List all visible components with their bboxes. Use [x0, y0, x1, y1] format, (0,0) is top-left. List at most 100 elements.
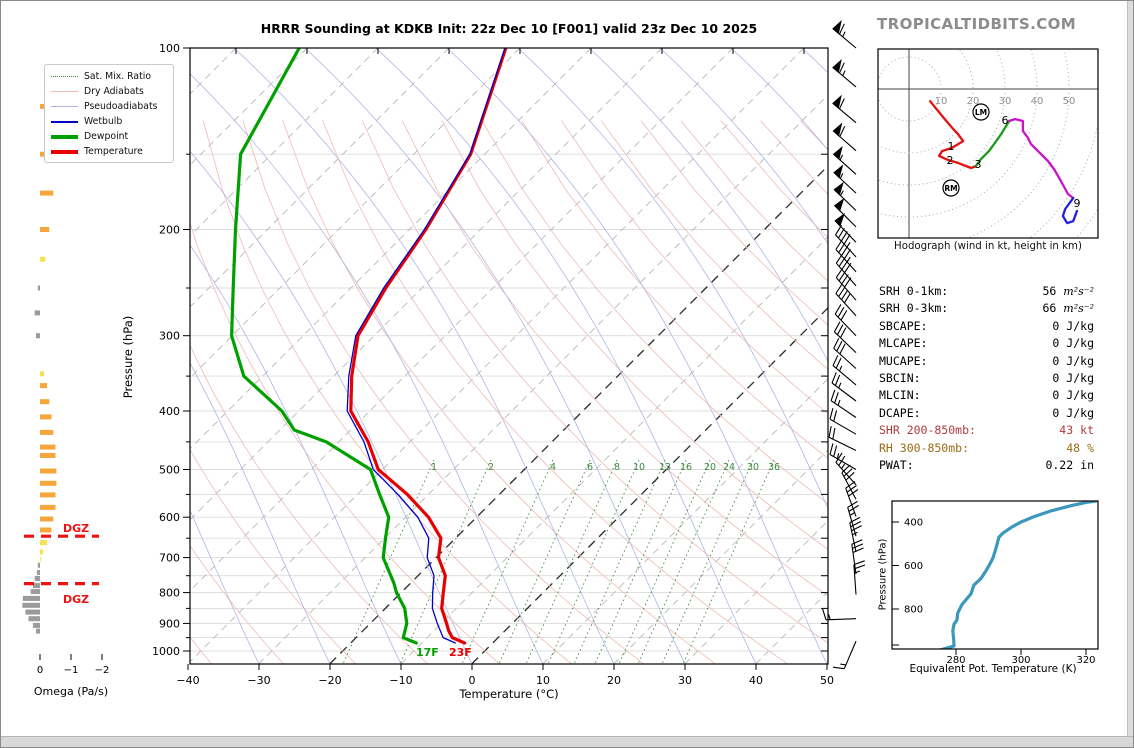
- stat-label: PWAT:: [879, 458, 914, 473]
- theta-e-y-axis-label: Pressure (hPa): [877, 538, 889, 611]
- curve-wetbulb: [346, 48, 506, 644]
- stat-unit: J/kg: [1066, 336, 1094, 351]
- svg-text:16: 16: [680, 462, 692, 473]
- stats-row: MLCIN: 0 J/kg: [879, 387, 1094, 404]
- stat-label: MUCAPE:: [879, 353, 928, 368]
- svg-text:13: 13: [659, 462, 671, 473]
- svg-text:280: 280: [946, 655, 965, 666]
- hodo-segment: [1061, 196, 1079, 225]
- hodo-segment: [974, 119, 1011, 168]
- svg-text:800: 800: [904, 605, 923, 616]
- chart-title: HRRR Sounding at KDKB Init: 22z Dec 10 […: [260, 21, 758, 36]
- svg-text:10: 10: [633, 462, 645, 473]
- stats-row: SRH 0-1km: 56 m²s⁻²: [879, 283, 1094, 300]
- svg-text:30: 30: [747, 462, 759, 473]
- svg-text:6: 6: [1002, 114, 1009, 127]
- svg-text:LM: LM: [975, 108, 987, 117]
- svg-text:50: 50: [820, 674, 834, 687]
- stat-value: 0: [1052, 371, 1060, 386]
- stat-value: 48: [1066, 440, 1081, 455]
- stats-row: SRH 0-3km: 66 m²s⁻²: [879, 300, 1094, 317]
- svg-text:1000: 1000: [152, 645, 180, 658]
- legend-item: Dry Adiabats: [45, 84, 173, 99]
- stat-value: 0: [1052, 336, 1060, 351]
- svg-text:0: 0: [469, 674, 476, 687]
- svg-text:600: 600: [904, 561, 923, 572]
- stat-unit: J/kg: [1066, 318, 1094, 333]
- legend-item-label: Wetbulb: [84, 116, 123, 127]
- hodograph-ring-labels: 10 20 30 40 50: [935, 96, 1076, 107]
- stat-unit: kt: [1080, 423, 1094, 438]
- omega-bars: [22, 103, 57, 634]
- svg-text:50: 50: [1063, 96, 1076, 107]
- stats-row: MLCAPE: 0 J/kg: [879, 335, 1094, 352]
- svg-text:2: 2: [947, 154, 954, 167]
- theta-e-x-axis-label: Equivalent Pot. Temperature (K): [909, 663, 1077, 675]
- stat-label: RH 300-850mb:: [879, 440, 970, 455]
- svg-text:10: 10: [935, 96, 948, 107]
- temperature-axis-label: Temperature (°C): [459, 687, 559, 701]
- svg-text:500: 500: [159, 464, 180, 477]
- wind-barbs: [822, 20, 866, 670]
- svg-text:8: 8: [614, 462, 620, 473]
- hodograph-height-labels: 12 3 6 9: [947, 114, 1081, 210]
- legend: Sat. Mix. Ratio Dry Adiabats Pseudoadiabat…: [44, 64, 174, 163]
- surface-dewpoint-label: 17F: [416, 646, 439, 659]
- stats-panel: SRH 0-1km: 56 m²s⁻² SRH 0-3km: 66 m²s⁻² SBCAPE…: [879, 283, 1094, 474]
- stats-row: RH 300-850mb: 48%: [879, 440, 1094, 457]
- surface-temp-label: 23F: [449, 646, 472, 659]
- stat-value: 0: [1052, 318, 1060, 333]
- svg-text:200: 200: [159, 224, 180, 237]
- legend-item: Sat. Mix. Ratio: [45, 69, 173, 84]
- curve-dewpoint: [230, 48, 418, 645]
- svg-text:−40: −40: [176, 674, 199, 687]
- svg-text:RM: RM: [944, 184, 957, 193]
- svg-text:600: 600: [159, 511, 180, 524]
- legend-item: Dewpoint: [45, 129, 173, 144]
- mixing-ratio-labels: 1 2 4 6 8 10 13 16 20 24 30 36: [431, 462, 780, 473]
- stat-value: 66: [1042, 301, 1057, 316]
- hodograph: 10 20 30 40 50 12 3 6 9 LM RM: [877, 48, 1099, 239]
- dgz-lines: [24, 534, 99, 586]
- legend-line-sample-icon: [51, 91, 78, 92]
- hodo-segment: [928, 100, 978, 170]
- svg-text:9: 9: [1074, 197, 1081, 210]
- pressure-axis-label: Pressure (hPa): [121, 315, 135, 399]
- legend-item: Pseudoadiabats: [45, 99, 173, 114]
- svg-text:−10: −10: [389, 674, 412, 687]
- svg-text:20: 20: [967, 96, 980, 107]
- stats-row: SBCAPE: 0 J/kg: [879, 318, 1094, 335]
- stat-value: 0: [1052, 405, 1060, 420]
- svg-text:400: 400: [904, 518, 923, 529]
- curve-temperature: [349, 48, 508, 645]
- svg-text:1: 1: [431, 462, 437, 473]
- legend-line-sample-icon: [51, 120, 78, 123]
- pseudoadiabats: [190, 48, 828, 664]
- legend-item-label: Pseudoadiabats: [84, 101, 158, 112]
- hodograph-caption: Hodograph (wind in kt, height in km): [894, 241, 1082, 252]
- legend-line-sample-icon: [51, 149, 78, 154]
- omega-axis-label: Omega (Pa/s): [33, 685, 109, 698]
- stats-row: MUCAPE: 0 J/kg: [879, 353, 1094, 370]
- stat-label: SBCAPE:: [879, 318, 928, 333]
- legend-item: Temperature: [45, 144, 173, 159]
- mixing-ratio-lines: [342, 459, 775, 664]
- pressure-gridlines: [190, 153, 828, 652]
- svg-text:−20: −20: [318, 674, 341, 687]
- right-edge-strip: [1127, 1, 1133, 736]
- svg-text:800: 800: [159, 587, 180, 600]
- dgz-upper-label: DGZ: [63, 522, 90, 535]
- stat-value: 56: [1042, 284, 1057, 298]
- stat-unit: m²s⁻²: [1063, 285, 1094, 298]
- svg-text:40: 40: [749, 674, 763, 687]
- stat-label: SBCIN:: [879, 371, 921, 386]
- svg-text:100: 100: [159, 42, 180, 55]
- svg-text:4: 4: [550, 462, 556, 473]
- svg-text:20: 20: [704, 462, 716, 473]
- axis-ticks: [183, 47, 828, 670]
- omega-tick-labels: 0 −1 −2: [37, 665, 110, 676]
- stat-value: 0.22: [1045, 458, 1074, 473]
- legend-item-label: Dewpoint: [84, 131, 129, 142]
